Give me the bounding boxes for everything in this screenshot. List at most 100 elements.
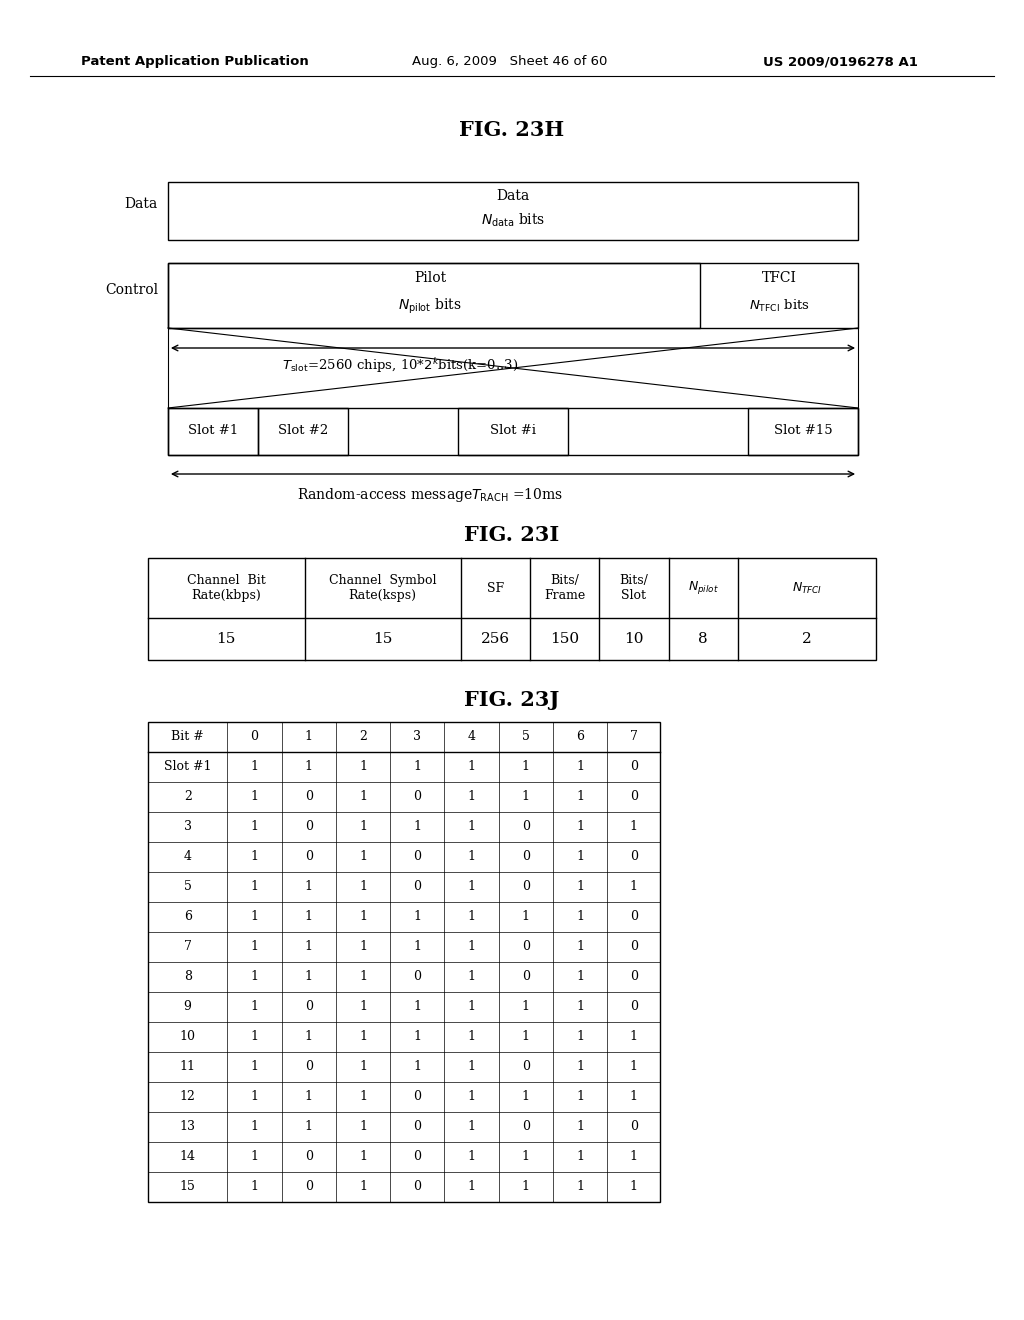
Bar	[148, 558, 876, 660]
Text: 4: 4	[183, 850, 191, 863]
Text: 0: 0	[414, 1151, 421, 1163]
Bar	[168, 408, 858, 455]
Text: 1: 1	[251, 850, 258, 863]
Text: 0: 0	[522, 880, 529, 894]
Text: 1: 1	[359, 880, 367, 894]
Text: 1: 1	[251, 791, 258, 804]
Text: 1: 1	[251, 940, 258, 953]
Text: 6: 6	[183, 911, 191, 924]
Text: 1: 1	[577, 970, 584, 983]
Text: 1: 1	[522, 1180, 529, 1193]
Text: 0: 0	[522, 850, 529, 863]
Text: 1: 1	[468, 1180, 475, 1193]
Text: 7: 7	[630, 730, 638, 743]
Bar	[168, 408, 258, 455]
Text: 1: 1	[468, 911, 475, 924]
Text: Channel  Symbol
Rate(ksps): Channel Symbol Rate(ksps)	[329, 574, 436, 602]
Text: 2: 2	[802, 632, 812, 645]
Text: 1: 1	[251, 1151, 258, 1163]
Bar	[148, 722, 660, 1203]
Text: 8: 8	[183, 970, 191, 983]
Text: Data: Data	[125, 197, 158, 211]
Text: 1: 1	[577, 1031, 584, 1044]
Text: 1: 1	[468, 880, 475, 894]
Text: 0: 0	[305, 1151, 312, 1163]
Text: 1: 1	[577, 911, 584, 924]
Text: 1: 1	[522, 1090, 529, 1104]
Text: 1: 1	[522, 1031, 529, 1044]
Text: 1: 1	[468, 1031, 475, 1044]
Text: FIG. 23H: FIG. 23H	[460, 120, 564, 140]
Text: 1: 1	[468, 760, 475, 774]
Text: Slot #15: Slot #15	[774, 425, 833, 437]
Text: 1: 1	[251, 880, 258, 894]
Text: 0: 0	[414, 1121, 421, 1134]
Text: 1: 1	[630, 1180, 638, 1193]
Text: Slot #2: Slot #2	[278, 425, 328, 437]
Text: 1: 1	[630, 1031, 638, 1044]
Text: 1: 1	[577, 880, 584, 894]
Text: 13: 13	[179, 1121, 196, 1134]
Text: Slot #1: Slot #1	[164, 760, 211, 774]
Text: 1: 1	[468, 970, 475, 983]
Text: $N_{\mathrm{TFCI}}$ bits: $N_{\mathrm{TFCI}}$ bits	[749, 298, 809, 314]
Text: 0: 0	[414, 850, 421, 863]
Text: 0: 0	[251, 730, 258, 743]
Text: 0: 0	[414, 970, 421, 983]
Text: 1: 1	[522, 791, 529, 804]
Text: Random-access message$T_{\mathrm{RACH}}$ =10ms: Random-access message$T_{\mathrm{RACH}}$…	[297, 486, 563, 504]
Text: 1: 1	[359, 760, 367, 774]
Text: 1: 1	[577, 1060, 584, 1073]
Text: 1: 1	[468, 1151, 475, 1163]
Text: 1: 1	[414, 821, 421, 833]
Text: 0: 0	[522, 821, 529, 833]
Text: 1: 1	[577, 760, 584, 774]
Text: 0: 0	[305, 821, 312, 833]
Text: 1: 1	[630, 821, 638, 833]
Text: 1: 1	[414, 1060, 421, 1073]
Text: 8: 8	[698, 632, 708, 645]
Text: 0: 0	[414, 1090, 421, 1104]
Text: 0: 0	[305, 791, 312, 804]
Text: 1: 1	[305, 760, 312, 774]
Text: 1: 1	[359, 821, 367, 833]
Text: 0: 0	[305, 1001, 312, 1014]
Text: 1: 1	[414, 1031, 421, 1044]
Text: $N_{TFCI}$: $N_{TFCI}$	[792, 581, 822, 595]
Text: 1: 1	[251, 760, 258, 774]
Text: 1: 1	[305, 970, 312, 983]
Text: 1: 1	[251, 970, 258, 983]
Text: 12: 12	[180, 1090, 196, 1104]
Text: 0: 0	[630, 760, 638, 774]
Text: 1: 1	[359, 850, 367, 863]
Text: 0: 0	[414, 880, 421, 894]
Text: 1: 1	[305, 1090, 312, 1104]
Text: 1: 1	[414, 940, 421, 953]
Text: 0: 0	[630, 791, 638, 804]
Text: 1: 1	[522, 911, 529, 924]
Text: 2: 2	[183, 791, 191, 804]
Text: 1: 1	[251, 1121, 258, 1134]
Text: Pilot: Pilot	[414, 271, 446, 285]
Text: 4: 4	[468, 730, 475, 743]
Text: 1: 1	[577, 1001, 584, 1014]
Text: 0: 0	[305, 850, 312, 863]
Text: 1: 1	[359, 1121, 367, 1134]
Text: 1: 1	[305, 880, 312, 894]
Text: 1: 1	[359, 1060, 367, 1073]
Text: 7: 7	[183, 940, 191, 953]
Text: Bits/
Frame: Bits/ Frame	[544, 574, 586, 602]
Text: 1: 1	[577, 940, 584, 953]
Text: 1: 1	[251, 1090, 258, 1104]
Text: 1: 1	[577, 821, 584, 833]
Text: 1: 1	[414, 1001, 421, 1014]
Text: 0: 0	[305, 1060, 312, 1073]
Text: 0: 0	[522, 970, 529, 983]
Text: 1: 1	[414, 760, 421, 774]
Text: 1: 1	[251, 911, 258, 924]
Text: 1: 1	[359, 1001, 367, 1014]
Bar	[168, 182, 858, 240]
Text: 1: 1	[468, 821, 475, 833]
Text: 1: 1	[630, 1060, 638, 1073]
Text: 1: 1	[305, 1031, 312, 1044]
